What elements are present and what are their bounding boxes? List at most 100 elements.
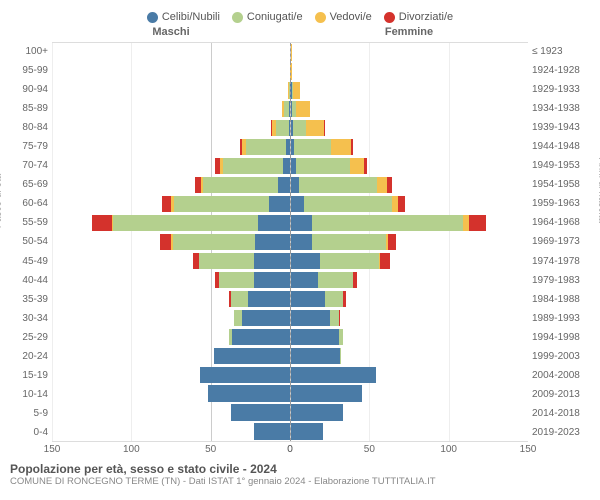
female-bar: [291, 234, 449, 250]
birth-label: 1989-1993: [528, 309, 596, 328]
birth-label: 2009-2013: [528, 385, 596, 404]
seg-married: [318, 272, 353, 288]
male-bar: [144, 367, 290, 383]
seg-single: [254, 272, 290, 288]
x-tick-label: 0: [287, 444, 293, 455]
male-bar: [73, 215, 290, 231]
seg-married: [203, 177, 278, 193]
seg-married: [320, 253, 379, 269]
seg-married: [246, 139, 286, 155]
females-header: Femmine: [290, 26, 528, 42]
seg-single: [291, 291, 325, 307]
seg-married: [199, 253, 255, 269]
seg-married: [174, 196, 269, 212]
right-axis-title: Anni di nascita: [597, 158, 600, 223]
x-tick-label: 150: [44, 444, 61, 455]
birth-label: 1954-1958: [528, 175, 596, 194]
male-bar: [198, 423, 290, 439]
seg-divorced: [324, 120, 325, 136]
seg-single: [242, 310, 290, 326]
x-tick-label: 50: [364, 444, 375, 455]
chart-subtitle: COMUNE DI RONCEGNO TERME (TN) - Dati IST…: [10, 476, 590, 487]
legend-label: Celibi/Nubili: [162, 11, 220, 23]
seg-single: [291, 234, 312, 250]
legend-item: Celibi/Nubili: [147, 8, 220, 26]
x-tick-label: 50: [205, 444, 216, 455]
pyramid-row: [52, 214, 528, 233]
seg-single: [291, 404, 343, 420]
seg-married: [219, 272, 255, 288]
age-label: 10-14: [4, 385, 52, 404]
seg-divorced: [380, 253, 390, 269]
seg-widowed: [331, 139, 351, 155]
seg-married: [296, 158, 350, 174]
legend-dot: [384, 12, 395, 23]
birth-label: 1974-1978: [528, 252, 596, 271]
age-label: 45-49: [4, 252, 52, 271]
males-header: Maschi: [52, 26, 290, 42]
male-bar: [247, 101, 290, 117]
seg-widowed: [377, 177, 387, 193]
age-label: 80-84: [4, 118, 52, 137]
pyramid-row: [52, 100, 528, 119]
birth-label: 1999-2003: [528, 347, 596, 366]
female-bar: [291, 423, 378, 439]
seg-married: [299, 177, 376, 193]
seg-divorced: [343, 291, 345, 307]
pyramid-row: [52, 62, 528, 81]
male-bar: [157, 158, 290, 174]
pyramid-row: [52, 365, 528, 384]
seg-married: [304, 196, 392, 212]
seg-single: [248, 291, 290, 307]
seg-single: [254, 423, 290, 439]
male-bar: [181, 139, 290, 155]
female-bar: [291, 367, 433, 383]
pyramid-row: [52, 251, 528, 270]
seg-married: [276, 120, 289, 136]
seg-divorced: [92, 215, 112, 231]
age-label: 60-64: [4, 194, 52, 213]
birth-label: ≤ 1923: [528, 42, 596, 61]
female-bar: [291, 196, 455, 212]
male-bar: [139, 177, 290, 193]
birth-label: 2014-2018: [528, 404, 596, 423]
female-bar: [291, 310, 398, 326]
seg-single: [291, 329, 339, 345]
age-label: 5-9: [4, 404, 52, 423]
age-label: 50-54: [4, 232, 52, 251]
legend-item: Coniugati/e: [232, 8, 303, 26]
legend-item: Vedovi/e: [315, 8, 372, 26]
pyramid-plot: [52, 42, 528, 442]
female-bar: [291, 44, 296, 60]
male-bar: [114, 234, 290, 250]
female-bar: [291, 63, 304, 79]
seg-married: [325, 291, 343, 307]
pyramid-row: [52, 81, 528, 100]
birth-label: 1959-1963: [528, 194, 596, 213]
gender-headers: Maschi Femmine: [4, 26, 596, 42]
age-label: 40-44: [4, 271, 52, 290]
footer: Popolazione per età, sesso e stato civil…: [4, 460, 596, 487]
seg-widowed: [296, 101, 310, 117]
female-bar: [291, 385, 421, 401]
legend-label: Divorziati/e: [399, 11, 453, 23]
legend-item: Divorziati/e: [384, 8, 453, 26]
seg-widowed: [291, 63, 292, 79]
female-bar: [291, 291, 405, 307]
female-bar: [291, 82, 338, 98]
female-bar: [291, 272, 416, 288]
birth-label: 1979-1983: [528, 271, 596, 290]
age-label: 100+: [4, 42, 52, 61]
seg-divorced: [353, 272, 357, 288]
age-label: 30-34: [4, 309, 52, 328]
seg-divorced: [469, 215, 486, 231]
pyramid-row: [52, 138, 528, 157]
birth-axis: ≤ 19231924-19281929-19331934-19381939-19…: [528, 42, 596, 442]
age-label: 90-94: [4, 80, 52, 99]
pyramid-row: [52, 346, 528, 365]
birth-label: 1994-1998: [528, 328, 596, 347]
x-axis: 050100150050100150: [4, 442, 596, 460]
female-bar: [291, 215, 506, 231]
birth-label: 2019-2023: [528, 423, 596, 442]
age-label: 70-74: [4, 156, 52, 175]
